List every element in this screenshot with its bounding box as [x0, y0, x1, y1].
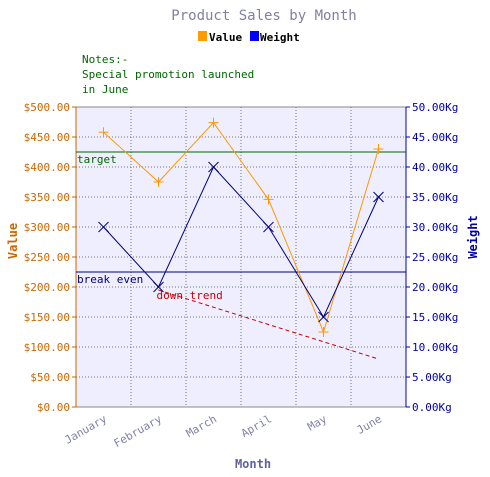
y-axis-left: $0.00 $50.00 $100.00 $150.00 $200.00 $250.00 $…: [24, 101, 77, 414]
y-tick-label-right: 45.00Kg: [412, 131, 458, 144]
x-tick-label: June: [355, 412, 384, 437]
y-tick-label-right: 0.00Kg: [412, 401, 452, 414]
y-tick-label-right: 10.00Kg: [412, 341, 458, 354]
y-tick-label-right: 35.00Kg: [412, 191, 458, 204]
data-point-weight: [153, 281, 164, 293]
data-point-value: [98, 127, 109, 138]
legend-swatch-weight: [250, 31, 259, 41]
data-point-value: [318, 327, 329, 337]
y-tick-label-left: $150.00: [24, 311, 70, 324]
trend-line: [158, 289, 379, 360]
data-point-weight: [263, 221, 274, 233]
series: [98, 117, 384, 337]
x-tick-label: April: [239, 412, 274, 440]
data-point-weight: [373, 191, 384, 203]
y-tick-label-right: 15.00Kg: [412, 311, 458, 324]
y-tick-label-left: $50.00: [30, 371, 70, 384]
grid: [76, 107, 406, 407]
y-tick-label-right: 40.00Kg: [412, 161, 458, 174]
y-tick-label-left: $400.00: [24, 161, 70, 174]
chart-title: Product Sales by Month: [171, 8, 356, 24]
y-tick-label-left: $0.00: [37, 401, 70, 414]
data-point-weight: [208, 161, 219, 173]
data-point-weight: [318, 311, 329, 323]
reference-line-label: break even: [77, 273, 143, 286]
y-axis-right: 0.00Kg 5.00Kg 10.00Kg 15.00Kg 20.00Kg 25.00Kg…: [405, 101, 458, 414]
notes-annotation: Notes:- Special promotion launched in Ju…: [82, 53, 254, 96]
legend: Value Weight: [198, 31, 300, 44]
y-axis-right-title: Weight: [466, 215, 480, 258]
x-axis: January February March April May June: [62, 412, 384, 450]
series-line-weight: [103, 166, 379, 319]
x-axis-title: Month: [235, 457, 271, 471]
y-tick-label-left: $250.00: [24, 251, 70, 264]
y-tick-label-right: 25.00Kg: [412, 251, 458, 264]
y-tick-label-left: $450.00: [24, 131, 70, 144]
y-tick-label-left: $350.00: [24, 191, 70, 204]
reference-lines: target break even: [76, 151, 406, 286]
y-tick-label-right: 30.00Kg: [412, 221, 458, 234]
legend-label-weight: Weight: [260, 31, 300, 44]
y-tick-label-right: 5.00Kg: [412, 371, 452, 384]
x-tick-label: February: [112, 412, 165, 450]
y-tick-label-right: 20.00Kg: [412, 281, 458, 294]
note-line: in June: [82, 83, 128, 96]
legend-swatch-value: [198, 31, 207, 41]
legend-label-value: Value: [209, 31, 242, 44]
x-tick-label: January: [62, 412, 109, 447]
trend-line-label: down trend: [157, 289, 223, 302]
y-tick-label-left: $300.00: [24, 221, 70, 234]
data-point-value: [373, 144, 384, 154]
y-tick-label-left: $100.00: [24, 341, 70, 354]
note-line: Special promotion launched: [82, 68, 254, 81]
y-tick-label-left: $200.00: [24, 281, 70, 294]
data-point-value: [208, 117, 219, 128]
y-tick-label-right: 50.00Kg: [412, 101, 458, 114]
x-tick-label: March: [184, 412, 219, 440]
reference-line-label: target: [77, 153, 117, 166]
data-point-weight: [98, 221, 109, 233]
trend: down trend: [157, 289, 379, 360]
x-tick-label: May: [305, 412, 329, 433]
y-axis-left-title: Value: [6, 223, 20, 259]
data-point-value: [263, 194, 274, 205]
y-tick-label-left: $500.00: [24, 101, 70, 114]
data-point-value: [153, 177, 164, 187]
series-line-value: [103, 121, 379, 334]
note-line: Notes:-: [82, 53, 128, 66]
